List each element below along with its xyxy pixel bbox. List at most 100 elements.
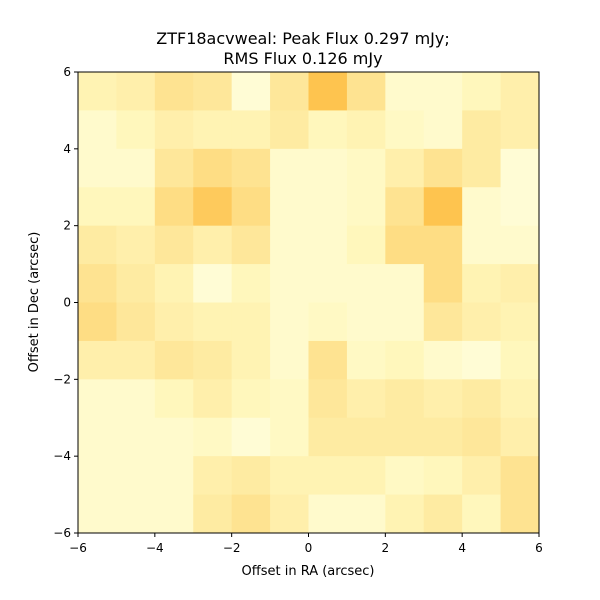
heatmap-cell [462,264,501,303]
heatmap-cell [116,340,156,380]
heatmap-cell [308,225,348,265]
heatmap-cell [270,456,309,495]
heatmap-cell [500,417,540,457]
heatmap-cell [308,302,348,342]
heatmap-cell [270,110,309,150]
heatmap-cell [462,225,501,265]
heatmap-cell [385,187,425,227]
heatmap-cell [462,302,501,342]
heatmap-cell [346,456,386,495]
y-tick-label: 2 [63,219,71,233]
heatmap-cell [116,148,156,188]
heatmap-cell [462,494,501,534]
x-tick-label: −6 [69,541,87,555]
heatmap-cell [116,494,156,534]
heatmap-cell [423,187,463,227]
heatmap-cell [231,494,271,534]
heatmap-cell [500,110,540,150]
heatmap-cell [423,72,463,111]
y-axis-label: Offset in Dec (arcsec) [27,232,42,373]
heatmap-cell [116,456,156,495]
x-tick-label: −2 [223,541,241,555]
heatmap-cell [193,302,233,342]
heatmap-cell [231,110,271,150]
heatmap-cell [78,110,117,150]
heatmap-cell [423,340,463,380]
heatmap-cell [78,417,117,457]
heatmap-cell [193,340,233,380]
heatmap-cell [423,456,463,495]
heatmap-cell [308,456,348,495]
heatmap-cell [270,72,309,111]
heatmap-cell [193,187,233,227]
heatmap-cell [462,110,501,150]
heatmap-cell [385,340,425,380]
heatmap-cell [270,494,309,534]
heatmap-cell [500,72,540,111]
heatmap-cell [231,225,271,265]
y-tick-label: −2 [53,372,71,386]
heatmap-cell [116,264,156,303]
y-tick-label: 4 [63,142,71,156]
heatmap-cell [385,494,425,534]
heatmap-cell [78,72,117,111]
heatmap-cell [346,379,386,419]
heatmap-cell [154,264,194,303]
heatmap-cell [154,494,194,534]
heatmap-cell [154,379,194,419]
heatmap-cell [385,379,425,419]
heatmap-cell [116,72,156,111]
heatmap-cell [193,456,233,495]
heatmap-cell [500,494,540,534]
heatmap-cell [423,264,463,303]
heatmap-cell [462,340,501,380]
heatmap-cell [154,187,194,227]
heatmap-cell [308,72,348,111]
chart-title-line-2: RMS Flux 0.126 mJy [223,49,382,68]
heatmap-cell [270,417,309,457]
heatmap-cell [346,187,386,227]
heatmap-cell [270,340,309,380]
heatmap-cell [193,148,233,188]
heatmap-cell [78,225,117,265]
x-tick-label: −4 [146,541,164,555]
heatmap-cell [462,417,501,457]
heatmap-cell [346,340,386,380]
heatmap-cell [500,456,540,495]
heatmap-cell [78,148,117,188]
heatmap-cell [116,302,156,342]
y-axis-ticks: −6 −4 −2 0 2 4 6 [53,65,78,540]
heatmap-cell [423,302,463,342]
heatmap-cell [116,110,156,150]
heatmap-cell [385,264,425,303]
heatmap-cell [308,494,348,534]
heatmap-cell [154,456,194,495]
heatmap-cell [308,340,348,380]
heatmap-cell [231,72,271,111]
heatmap-cell [385,417,425,457]
heatmap-cell [78,187,117,227]
heatmap-cell [231,417,271,457]
heatmap-cell [308,417,348,457]
heatmap-cell [423,148,463,188]
heatmap-cell [385,456,425,495]
heatmap-cell [423,379,463,419]
heatmap-cell [346,225,386,265]
x-axis-ticks: −6 −4 −2 0 2 4 6 [69,533,543,555]
heatmap-cell [346,302,386,342]
x-tick-label: 0 [305,541,313,555]
heatmap-cell [500,379,540,419]
chart-title-line-1: ZTF18acvweal: Peak Flux 0.297 mJy; [156,29,450,48]
heatmap-cell [462,187,501,227]
heatmap-cell [308,148,348,188]
heatmap-cell [500,302,540,342]
heatmap-cell [231,340,271,380]
heatmap-cell [78,494,117,534]
y-tick-label: 6 [63,65,71,79]
heatmap-cell [308,187,348,227]
heatmap-cell [423,494,463,534]
heatmap-cell [346,72,386,111]
heatmap-cell [193,110,233,150]
heatmap-cell [154,72,194,111]
